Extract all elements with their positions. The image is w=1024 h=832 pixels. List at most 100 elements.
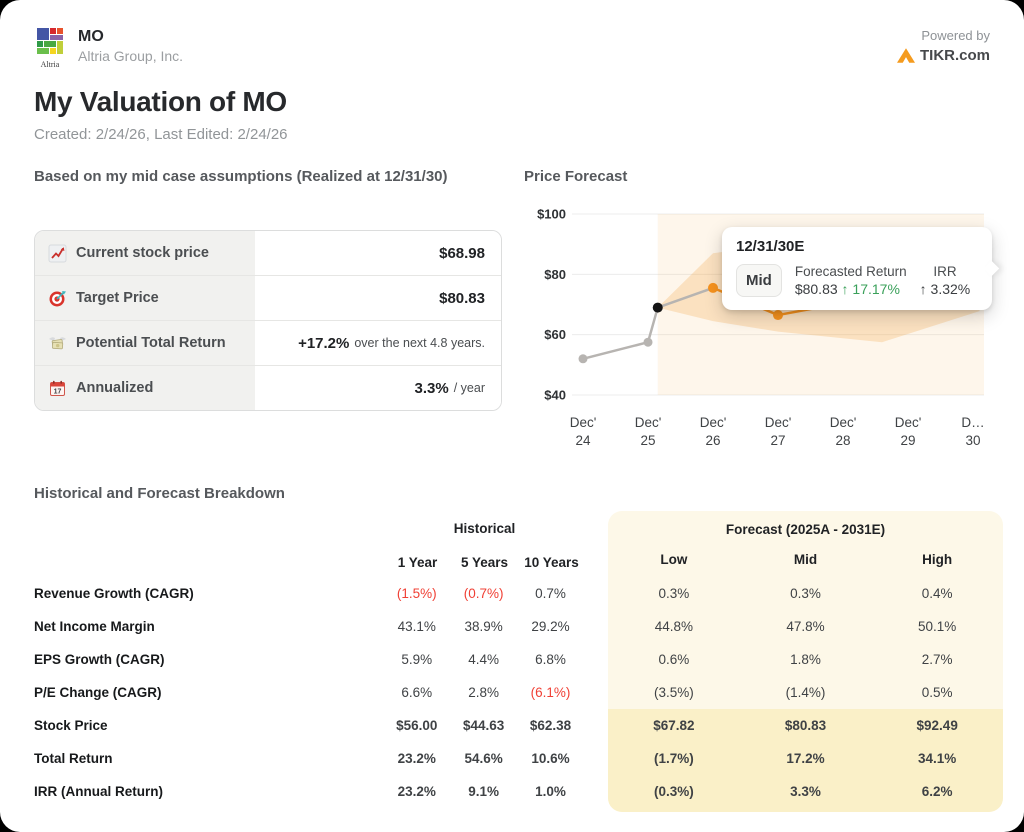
forecast-cell: 47.8%: [786, 619, 825, 634]
metric-label: Revenue Growth (CAGR): [34, 586, 194, 601]
historical-cell: 6.8%: [535, 652, 566, 667]
x-axis-tick: Dec' 28: [830, 415, 857, 448]
historical-cell: 0.7%: [535, 586, 566, 601]
historical-cell: (1.5%): [396, 586, 437, 601]
forecast-cell: 0.4%: [921, 586, 953, 601]
historical-cell: 1.0%: [535, 784, 566, 799]
summary-label: Current stock price: [76, 245, 209, 261]
historical-header: Historical: [453, 521, 516, 536]
breakdown-left: Historical 1 Year 5 Years 10 Years Revenue…: [34, 511, 584, 812]
x-axis-tick: Dec' 26: [700, 415, 727, 448]
historical-cell: 2.8%: [468, 685, 500, 700]
forecast-cell: 34.1%: [918, 751, 957, 766]
assumptions-heading: Based on my mid case assumptions (Realiz…: [34, 168, 448, 185]
summary-value-suffix: over the next 4.8 years.: [354, 336, 485, 350]
created-edited-dates: Created: 2/24/26, Last Edited: 2/24/26: [34, 126, 288, 143]
metric-label: Total Return: [34, 751, 113, 766]
table-row: Total Return 23.2% 54.6% 10.6%: [34, 742, 584, 775]
x-axis-tick: Dec' 27: [765, 415, 792, 448]
table-row: Stock Price $56.00 $44.63 $62.38: [34, 709, 584, 742]
summary-value: 3.3%: [414, 379, 449, 397]
table-row: EPS Growth (CAGR) 5.9% 4.4% 6.8%: [34, 643, 584, 676]
altria-logo-caption: Altria: [40, 60, 60, 69]
page-title: My Valuation of MO: [34, 86, 287, 117]
altria-mosaic-icon: [37, 28, 63, 54]
table-row: 0.3% 0.3% 0.4%: [608, 577, 1003, 610]
metric-label: EPS Growth (CAGR): [34, 652, 165, 667]
mid-case-badge[interactable]: Mid: [736, 264, 782, 297]
historical-cell: 23.2%: [397, 751, 436, 766]
x-axis-tick: Dec' 29: [895, 415, 922, 448]
forecast-cell: $80.83: [784, 718, 827, 733]
company-name: Altria Group, Inc.: [78, 48, 184, 65]
metric-label: Stock Price: [34, 718, 108, 733]
metric-label: P/E Change (CAGR): [34, 685, 162, 700]
historical-cell: 9.1%: [468, 784, 500, 799]
y-axis-tick: $60: [544, 327, 566, 342]
svg-text:17: 17: [54, 388, 62, 395]
historical-col-header: 5 Years: [460, 555, 509, 570]
summary-row-target-price: Target Price $80.83: [35, 276, 501, 321]
forecast-column-headers: Low Mid High: [608, 552, 1003, 567]
data-point-gray: [643, 337, 653, 347]
forecast-cell: $92.49: [916, 718, 958, 733]
historical-cell: 6.6%: [401, 685, 433, 700]
tikr-triangle-icon: [896, 48, 915, 63]
forecast-col-header: Low: [660, 552, 688, 567]
forecast-cell: (1.4%): [785, 685, 826, 700]
chart-tooltip: 12/31/30E Mid Forecasted Return $80.83 ↑…: [722, 227, 1000, 310]
summary-value: $68.98: [439, 244, 485, 262]
historical-cell: 10.6%: [531, 751, 570, 766]
historical-cell: 23.2%: [397, 784, 436, 799]
tooltip-date: 12/31/30E: [736, 238, 805, 255]
forecast-header: Forecast (2025A - 2031E): [725, 522, 886, 537]
historical-column-headers: 1 Year 5 Years 10 Years: [384, 555, 585, 570]
summary-row-total-return: Potential Total Return +17.2% over the n…: [35, 321, 501, 366]
forecast-col-header: High: [922, 552, 953, 567]
calendar-icon: 17: [50, 380, 65, 396]
powered-by-block: Powered by TIKR.com: [896, 28, 990, 64]
forecasted-return-change: ↑ 17.17%: [841, 281, 900, 297]
forecast-card: Forecast (2025A - 2031E) Low Mid High 0.3%…: [608, 511, 1003, 812]
forecast-cell: $67.82: [653, 718, 695, 733]
tikr-brand-label: TIKR.com: [919, 47, 990, 64]
altria-logo: Altria: [34, 28, 66, 69]
irr-label: IRR: [933, 264, 957, 279]
table-row: IRR (Annual Return) 23.2% 9.1% 1.0%: [34, 775, 584, 808]
y-axis-tick: $100: [537, 207, 566, 222]
summary-label: Potential Total Return: [76, 335, 226, 351]
table-row: 0.6% 1.8% 2.7%: [608, 643, 1003, 676]
table-row: (1.7%) 17.2% 34.1%: [608, 742, 1003, 775]
summary-row-current-price: Current stock price $68.98: [35, 231, 501, 276]
summary-value: $80.83: [439, 289, 485, 307]
historical-cell: 38.9%: [464, 619, 503, 634]
historical-col-header: 1 Year: [397, 555, 438, 570]
valuation-summary-table: Current stock price $68.98 Target Price …: [34, 230, 502, 411]
forecast-cell: (1.7%): [653, 751, 694, 766]
irr-value: ↑ 3.32%: [919, 281, 971, 297]
tikr-brand-link[interactable]: TIKR.com: [896, 47, 990, 64]
data-point-orange: [773, 310, 783, 321]
forecast-cell: (0.3%): [653, 784, 694, 799]
historical-cell: $44.63: [463, 718, 505, 733]
target-icon: [49, 290, 66, 306]
summary-value-suffix: / year: [453, 381, 485, 395]
summary-label: Annualized: [76, 380, 154, 396]
forecast-cell: 0.6%: [658, 652, 690, 667]
stock-chart-icon: [48, 244, 67, 262]
data-point-orange: [708, 282, 718, 293]
forecast-cell: 3.3%: [790, 784, 821, 799]
forecast-col-header: Mid: [793, 552, 818, 567]
forecast-cell: 0.3%: [790, 586, 821, 601]
x-axis-tick: Dec' 24: [570, 415, 597, 448]
forecast-cell: 50.1%: [918, 619, 957, 634]
summary-row-annualized: 17 Annualized 3.3% / year: [35, 366, 501, 410]
historical-cell: (6.1%): [530, 685, 571, 700]
forecasted-return-label: Forecasted Return: [794, 264, 907, 279]
table-row: Revenue Growth (CAGR) (1.5%) (0.7%) 0.7%: [34, 577, 584, 610]
forecasted-price: $80.83: [794, 281, 838, 297]
historical-cell: 43.1%: [397, 619, 436, 634]
metric-label: IRR (Annual Return): [34, 784, 163, 799]
historical-cell: 5.9%: [401, 652, 433, 667]
